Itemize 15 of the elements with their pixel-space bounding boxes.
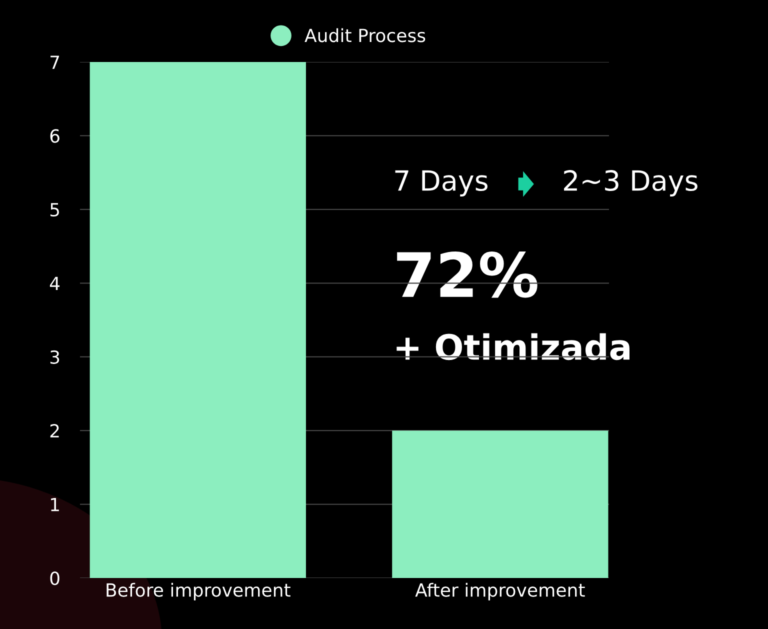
annotation: 2~3 Days	[564, 170, 698, 196]
y-tick-label: 5	[50, 203, 59, 217]
y-tick-label: 4	[50, 276, 60, 290]
x-tick-label: After improvement	[415, 582, 585, 600]
y-tick-label: 0	[50, 571, 60, 586]
x-tick-label: Before improvement	[106, 582, 290, 600]
legend-label: Audit Process	[304, 28, 426, 42]
annotation: 7 Days	[395, 170, 488, 196]
annotation: 72%	[397, 252, 538, 298]
annotation: + Otimizada	[396, 333, 630, 360]
y-tick-label: 1	[51, 498, 59, 512]
y-tick-label: 6	[50, 129, 60, 143]
y-tick-label: 7	[50, 56, 60, 69]
y-tick-label: 2	[50, 424, 59, 438]
y-tick-label: 3	[50, 350, 60, 364]
